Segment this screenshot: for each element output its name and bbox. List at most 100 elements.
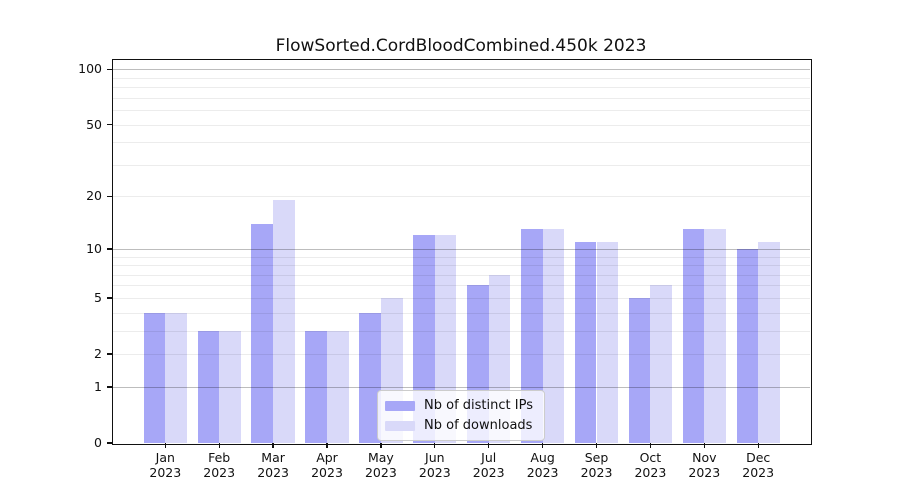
- gridline-minor: [113, 142, 810, 144]
- chart-title: FlowSorted.CordBloodCombined.450k 2023: [275, 36, 647, 56]
- x-axis-tick: [649, 443, 652, 448]
- x-tick-label-month: Nov: [692, 450, 717, 465]
- gridline-major: [113, 386, 810, 388]
- x-tick-label: Sep 2023: [581, 450, 613, 480]
- x-axis-tick: [164, 443, 166, 448]
- gridline-minor: [113, 164, 810, 166]
- y-axis-tick: [107, 195, 113, 198]
- x-axis-tick: [541, 443, 544, 448]
- legend-swatch-downloads: [385, 420, 416, 431]
- y-axis-tick: [107, 353, 113, 355]
- x-tick-label-month: May: [367, 450, 394, 465]
- x-tick-label-year: 2023: [203, 465, 236, 480]
- bar-downloads: [165, 312, 187, 443]
- bar-distinct-ips: [736, 248, 759, 443]
- x-tick-label: Nov 2023: [688, 450, 720, 480]
- x-tick-label: May 2023: [365, 450, 397, 480]
- bar-downloads: [219, 330, 241, 443]
- x-tick-label-year: 2023: [526, 465, 559, 480]
- x-tick-label: Apr 2023: [311, 450, 343, 480]
- y-tick-label: 5: [94, 289, 102, 305]
- gridline-minor: [113, 87, 810, 89]
- y-axis-tick: [107, 297, 113, 299]
- x-tick-label: Oct 2023: [634, 450, 666, 480]
- legend-label: Nb of downloads: [424, 418, 533, 433]
- y-axis-tick: [107, 386, 113, 388]
- x-tick-label-month: Jul: [481, 450, 497, 465]
- bar-distinct-ips: [574, 241, 597, 443]
- x-tick-label-month: Jan: [155, 450, 175, 465]
- y-tick-label: 50: [86, 116, 102, 132]
- x-tick-label-year: 2023: [364, 465, 397, 480]
- legend: Nb of distinct IPs Nb of downloads: [377, 390, 545, 441]
- bar-distinct-ips: [143, 312, 166, 443]
- y-tick-label: 100: [78, 61, 102, 77]
- x-tick-label-year: 2023: [149, 465, 182, 480]
- x-tick-label: Aug 2023: [527, 450, 559, 480]
- x-tick-label: Mar 2023: [257, 450, 289, 480]
- x-tick-label-month: Jun: [425, 450, 445, 465]
- bar-distinct-ips: [251, 223, 274, 443]
- x-tick-label: Dec 2023: [742, 450, 774, 480]
- x-axis-tick: [757, 443, 759, 448]
- bar-distinct-ips: [359, 312, 381, 443]
- x-tick-label-year: 2023: [257, 465, 289, 480]
- bar-distinct-ips: [520, 229, 543, 443]
- x-tick-label: Jun 2023: [419, 450, 451, 480]
- x-axis-tick: [488, 443, 490, 448]
- x-tick-label-month: Apr: [316, 450, 338, 465]
- bar-downloads: [596, 241, 619, 443]
- x-axis-tick: [595, 443, 598, 448]
- y-axis-tick: [107, 248, 113, 250]
- y-axis-tick: [107, 68, 113, 70]
- gridline-major: [113, 69, 810, 71]
- x-tick-label-month: Oct: [639, 450, 662, 465]
- y-tick-label: 0: [94, 434, 102, 450]
- x-axis-tick: [326, 443, 328, 448]
- x-axis-tick: [703, 443, 705, 448]
- plot-area: [113, 60, 810, 443]
- bar-downloads: [758, 241, 780, 443]
- x-axis-tick: [272, 443, 274, 448]
- legend-swatch-distinct-ips: [385, 400, 416, 411]
- bar-distinct-ips: [628, 297, 651, 443]
- x-tick-label-year: 2023: [472, 465, 505, 480]
- y-axis-tick: [107, 442, 113, 444]
- gridline-minor: [113, 354, 810, 356]
- x-tick-label-year: 2023: [311, 465, 343, 480]
- gridline-minor: [113, 110, 810, 112]
- x-tick-label: Feb 2023: [203, 450, 235, 480]
- gridline-minor: [113, 297, 810, 299]
- x-tick-label: Jan 2023: [149, 450, 181, 480]
- gridline-minor: [113, 196, 810, 198]
- y-tick-label: 20: [86, 188, 102, 204]
- x-axis-tick: [380, 443, 382, 448]
- gridline-minor: [113, 124, 810, 126]
- x-tick-label-year: 2023: [418, 465, 451, 480]
- x-tick-label-year: 2023: [688, 465, 721, 480]
- x-tick-label: Jul 2023: [473, 450, 505, 480]
- x-axis-tick: [218, 443, 220, 448]
- x-tick-label-year: 2023: [634, 465, 667, 480]
- y-axis-tick: [107, 123, 113, 126]
- gridline-minor: [113, 312, 810, 314]
- gridline-minor: [113, 265, 810, 267]
- bar-distinct-ips: [305, 330, 327, 443]
- legend-label: Nb of distinct IPs: [424, 398, 533, 413]
- bar-downloads: [704, 229, 726, 443]
- x-tick-label-year: 2023: [580, 465, 613, 480]
- legend-item: Nb of downloads: [385, 417, 533, 434]
- x-tick-label-month: Dec: [746, 450, 771, 465]
- gridline-minor: [113, 285, 810, 287]
- bar-downloads: [650, 285, 673, 443]
- bar-downloads: [327, 330, 349, 443]
- gridline-minor: [113, 274, 810, 276]
- legend-item: Nb of distinct IPs: [385, 397, 533, 414]
- y-tick-label: 10: [86, 240, 102, 256]
- gridline-minor: [113, 330, 810, 332]
- x-axis-tick: [434, 443, 436, 448]
- gridline-major: [113, 248, 810, 250]
- bar-downloads: [542, 229, 565, 443]
- x-tick-label-month: Aug: [530, 450, 555, 465]
